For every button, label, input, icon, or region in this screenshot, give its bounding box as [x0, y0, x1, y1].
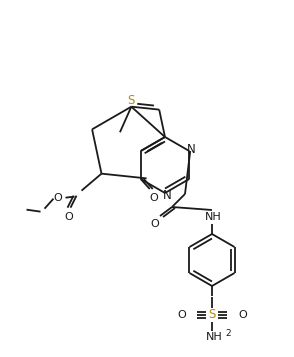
Text: O: O	[149, 193, 158, 203]
Text: O: O	[177, 310, 186, 320]
Text: S: S	[208, 308, 216, 322]
Text: NH: NH	[205, 212, 221, 222]
Text: O: O	[238, 310, 247, 320]
Text: O: O	[64, 212, 73, 222]
Text: O: O	[151, 219, 159, 229]
Text: N: N	[187, 142, 196, 156]
Text: 2: 2	[225, 330, 230, 338]
Text: N: N	[163, 188, 171, 201]
Text: O: O	[53, 193, 62, 203]
Text: S: S	[128, 94, 135, 107]
Text: NH: NH	[206, 332, 222, 342]
